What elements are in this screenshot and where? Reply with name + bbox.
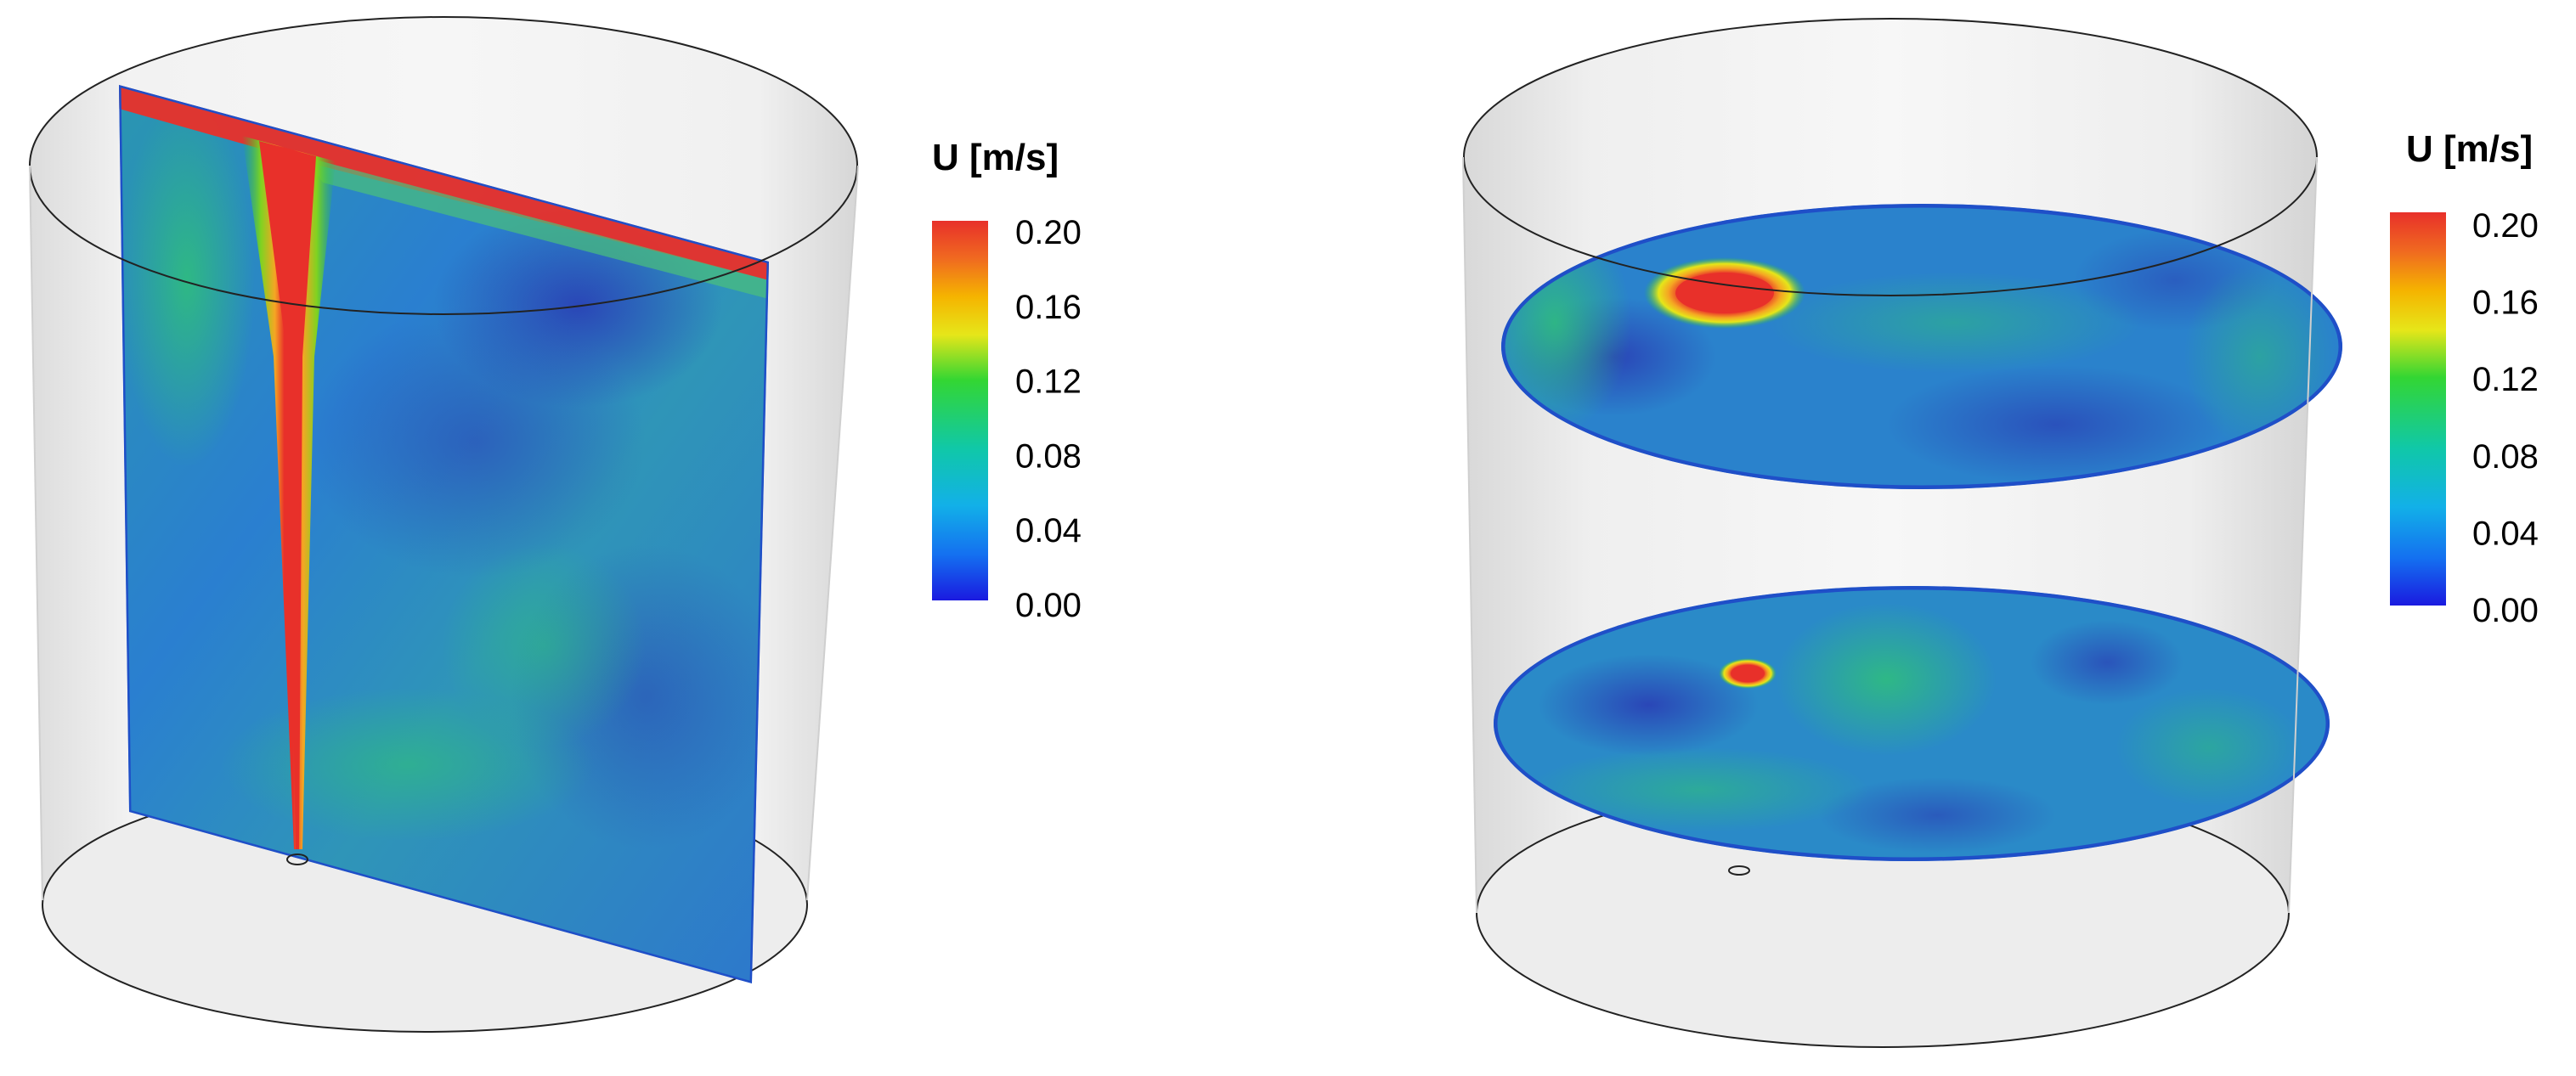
right-colorbar-tick: 0.20: [2472, 207, 2539, 245]
right-colorbar-tick: 0.08: [2472, 438, 2539, 476]
lower-horizontal-slice: [1494, 586, 2330, 861]
right-colorbar-tick: 0.04: [2472, 515, 2539, 552]
right-inlet-marker: [1728, 865, 1750, 876]
right-colorbar-tick: 0.12: [2472, 361, 2539, 398]
left-colorbar-tick: 0.20: [1015, 214, 1082, 251]
right-colorbar-ticks: 0.20 0.16 0.12 0.08 0.04 0.00: [2472, 207, 2539, 629]
left-colorbar: U [m/s] 0.20 0.16 0.12 0.08 0.04 0.00: [932, 137, 1082, 624]
left-colorbar-tick: 0.12: [1015, 363, 1082, 401]
left-colorbar-label: U [m/s]: [932, 137, 1059, 178]
left-colorbar-tick: 0.08: [1015, 437, 1082, 475]
left-colorbar-gradient: [932, 221, 988, 600]
left-panel: U [m/s] 0.20 0.16 0.12 0.08 0.04 0.00: [29, 16, 1082, 1033]
right-colorbar: U [m/s] 0.20 0.16 0.12 0.08 0.04 0.00: [2390, 128, 2539, 629]
right-colorbar-gradient: [2390, 212, 2446, 606]
upper-horizontal-slice: [1501, 204, 2342, 489]
left-colorbar-tick: 0.04: [1015, 512, 1082, 549]
left-inlet-marker: [286, 853, 308, 865]
right-colorbar-tick: 0.00: [2472, 592, 2539, 629]
left-colorbar-tick: 0.16: [1015, 289, 1082, 326]
left-colorbar-ticks: 0.20 0.16 0.12 0.08 0.04 0.00: [1015, 214, 1082, 624]
right-colorbar-tick: 0.16: [2472, 284, 2539, 322]
right-colorbar-label: U [m/s]: [2406, 128, 2533, 170]
right-panel: U [m/s] 0.20 0.16 0.12 0.08 0.04 0.00: [1462, 18, 2539, 1048]
left-colorbar-tick: 0.00: [1015, 587, 1082, 624]
vertical-velocity-slice: [119, 85, 769, 983]
